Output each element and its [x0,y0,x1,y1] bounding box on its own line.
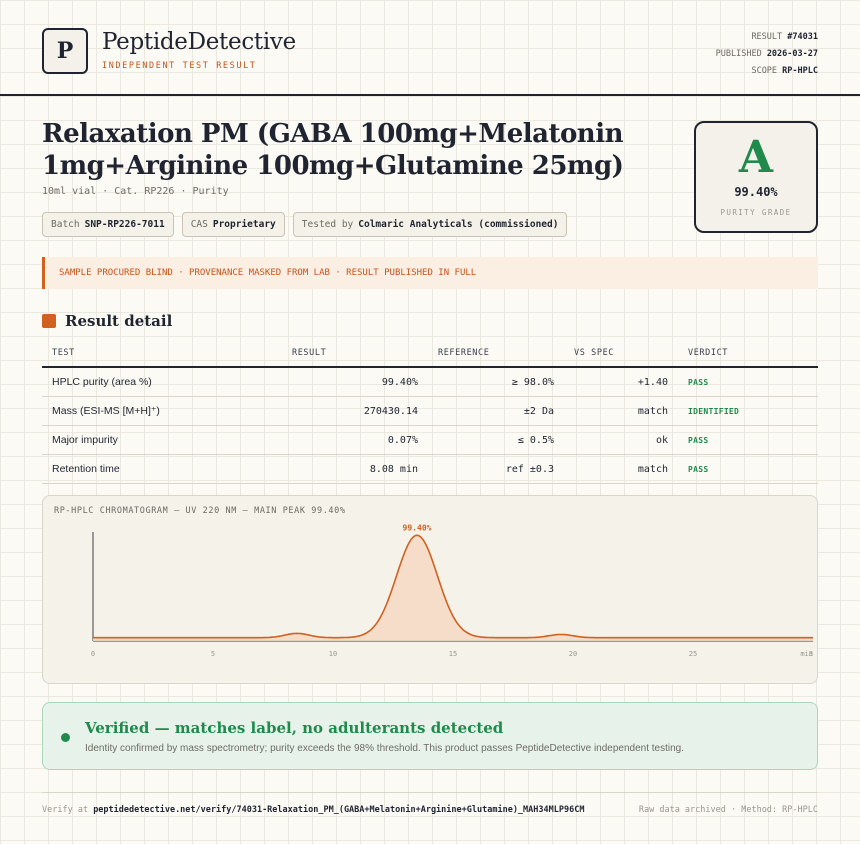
cell-result: 0.07% [387,434,418,446]
verify-link[interactable]: peptidedetective.net/verify/74031-Relaxa… [93,805,585,815]
header-divider [0,94,860,96]
col-reference: REFERENCE [438,348,490,358]
cell-reference: ≥ 98.0% [511,376,554,388]
x-tick-label: 10 [329,650,337,658]
verified-dot-icon [61,733,70,742]
cell-vs-spec: ok [655,434,668,446]
chromatogram-line [93,534,813,639]
logo: P [42,28,88,74]
section-title: Result detail [65,312,173,330]
cell-verdict: PASS [688,435,709,445]
product-chips: Batch SNP-RP226-7011 CAS Proprietary Teste… [42,212,568,237]
result-table: TEST RESULT REFERENCE VS SPEC VERDICT HP… [42,340,818,484]
cell-reference: ≤ 0.5% [517,434,554,446]
cell-test: Major impurity [52,434,118,446]
verified-panel: Verified — matches label, no adulterants… [42,702,818,770]
table-header: TEST RESULT REFERENCE VS SPEC VERDICT [42,340,818,368]
x-unit-label: min [800,650,813,658]
verified-title: Verified — matches label, no adulterants… [85,719,504,737]
x-tick-label: 30 [809,650,813,658]
cell-vs-spec: match [637,405,668,417]
brand-name: PeptideDetective [102,29,296,55]
cell-result: 8.08 min [369,463,418,475]
chromatogram-chart: 99.40% 0 5 10 15 20 25 30min [91,523,813,658]
tested-by-chip: Tested by Colmaric Analyticals (commissio… [292,212,568,237]
x-tick-label: 15 [449,650,457,658]
meta-result: RESULT #74031 [751,32,818,42]
table-row: Mass (ESI-MS [M+H]⁺) 270430.14 ±2 Da mat… [42,397,818,426]
meta-scope: SCOPE RP-HPLC [751,66,818,76]
cell-test: Retention time [52,463,120,475]
grade-value: 99.40% [734,185,778,199]
cell-reference: ref ±0.3 [505,463,554,475]
peak-label: 99.40% [403,523,432,532]
brand-tagline: INDEPENDENT TEST RESULT [102,61,257,71]
cell-verdict: PASS [688,464,709,474]
chromatogram-area [93,535,813,641]
purity-grade-card: A 99.40% PURITY GRADE [694,121,818,233]
footer-verify: Verify at peptidedetective.net/verify/74… [42,805,585,815]
brand-block: PeptideDetective INDEPENDENT TEST RESULT [102,29,296,71]
footer-divider [42,792,818,793]
section-square-icon [42,314,56,328]
table-row: HPLC purity (area %) 99.40% ≥ 98.0% +1.4… [42,368,818,397]
x-tick-label: 25 [689,650,697,658]
col-result: RESULT [292,348,327,358]
table-row: Major impurity 0.07% ≤ 0.5% ok PASS [42,426,818,455]
cell-result: 99.40% [381,376,418,388]
batch-chip: Batch SNP-RP226-7011 [42,212,174,237]
product-title: Relaxation PM (GABA 100mg+Melatonin 1mg+… [42,119,624,181]
cell-test: Mass (ESI-MS [M+H]⁺) [52,405,160,417]
cell-test: HPLC purity (area %) [52,376,152,388]
cell-result: 270430.14 [363,405,418,417]
table-row: Retention time 8.08 min ref ±0.3 match P… [42,455,818,484]
footer-archive: Raw data archived · Method: RP-HPLC [638,805,818,815]
meta-published: PUBLISHED 2026-03-27 [715,49,818,59]
cell-vs-spec: match [637,463,668,475]
cell-vs-spec: +1.40 [637,376,668,388]
chromatogram-card: RP-HPLC CHROMATOGRAM — UV 220 NM — MAIN … [42,495,818,684]
cas-chip: CAS Proprietary [181,212,285,237]
grade-label: PURITY GRADE [720,208,792,217]
col-test: TEST [52,348,75,358]
x-tick-label: 5 [211,650,215,658]
cell-verdict: PASS [688,377,709,387]
product-subtitle: 10ml vial · Cat. RP226 · Purity [42,186,229,197]
cell-reference: ±2 Da [523,405,554,417]
col-vs-spec: VS SPEC [574,348,615,358]
grade-letter: A [738,132,774,183]
x-tick-label: 20 [569,650,577,658]
x-tick-label: 0 [91,650,95,658]
provenance-banner: SAMPLE PROCURED BLIND · PROVENANCE MASKE… [42,257,818,289]
verified-text: Identity confirmed by mass spectrometry;… [85,743,685,754]
cell-verdict: IDENTIFIED [688,406,740,416]
col-verdict: VERDICT [688,348,729,358]
section-heading: Result detail [42,312,172,330]
result-meta: RESULT #74031 PUBLISHED 2026-03-27 SCOPE… [716,29,818,80]
chart-title: RP-HPLC CHROMATOGRAM — UV 220 NM — MAIN … [54,506,346,516]
